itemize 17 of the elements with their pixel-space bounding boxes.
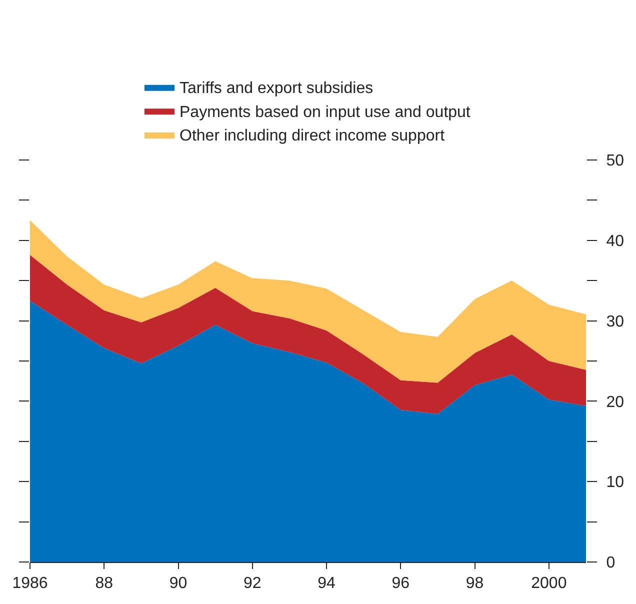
- y-tick-label: 30: [606, 313, 624, 330]
- legend-label: Tariffs and export subsidies: [180, 80, 374, 98]
- y-tick-label: 20: [606, 394, 624, 411]
- x-tick-label: 98: [466, 575, 484, 592]
- x-tick-label: 96: [392, 575, 410, 592]
- x-tick-label: 2000: [531, 575, 567, 592]
- y-tick-label: 0: [606, 554, 616, 572]
- y-tick-label: 40: [606, 233, 624, 250]
- x-tick-label: 94: [318, 575, 336, 592]
- x-tick-label: 1986: [12, 575, 48, 592]
- x-tick-label: 92: [244, 575, 262, 592]
- x-tick-label: 88: [95, 575, 114, 592]
- legend-label: Other including direct income support: [180, 128, 446, 145]
- y-tick-label: 10: [606, 474, 624, 492]
- y-tick-label: 50: [606, 152, 624, 170]
- x-tick-label: 90: [169, 575, 188, 592]
- legend-label: Payments based on input use and output: [180, 104, 471, 121]
